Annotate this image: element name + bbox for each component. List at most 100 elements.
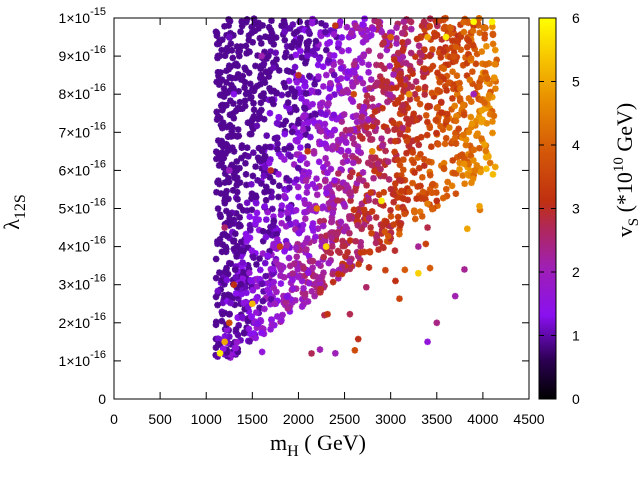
data-point <box>227 340 234 348</box>
data-point <box>413 195 420 202</box>
data-point <box>340 111 348 118</box>
data-point <box>410 110 418 118</box>
data-point <box>259 297 267 305</box>
data-point <box>337 75 345 82</box>
data-point <box>270 59 277 67</box>
data-point <box>337 146 345 154</box>
data-point <box>449 37 456 45</box>
data-point <box>280 192 288 200</box>
data-point <box>401 24 409 32</box>
data-point <box>359 135 366 142</box>
data-point <box>320 83 327 90</box>
data-point <box>219 310 226 318</box>
data-point <box>277 207 285 214</box>
data-point <box>315 158 323 166</box>
data-point <box>283 293 291 301</box>
data-point <box>359 108 366 116</box>
data-point <box>456 85 464 92</box>
data-point <box>443 116 451 124</box>
data-point <box>264 280 271 287</box>
data-point <box>311 292 318 300</box>
data-point <box>294 129 301 136</box>
data-point <box>475 113 483 121</box>
data-point <box>347 95 355 103</box>
data-point <box>347 126 354 134</box>
data-point <box>222 150 229 158</box>
data-point <box>258 52 265 60</box>
data-point <box>477 168 484 176</box>
data-point <box>282 298 290 306</box>
data-point <box>328 238 336 245</box>
data-point <box>415 42 423 50</box>
data-point <box>305 28 312 35</box>
data-point <box>258 324 266 332</box>
data-point <box>392 180 399 187</box>
data-point <box>425 158 432 165</box>
data-point <box>450 29 458 37</box>
data-point <box>483 165 490 173</box>
data-point <box>282 237 290 245</box>
data-point <box>355 175 363 183</box>
data-point <box>459 61 467 69</box>
data-point <box>416 58 424 65</box>
data-point <box>268 316 275 324</box>
data-point <box>358 29 365 36</box>
data-point <box>314 225 322 232</box>
data-point <box>457 21 464 28</box>
data-point <box>325 56 333 63</box>
data-point <box>478 107 485 114</box>
data-point <box>254 52 261 59</box>
data-point <box>368 113 376 121</box>
data-point <box>440 75 447 83</box>
data-point <box>316 279 324 287</box>
data-point <box>403 115 410 123</box>
data-point <box>324 40 331 48</box>
colorbar-tick-label: 4 <box>572 137 580 153</box>
data-point <box>229 54 237 62</box>
data-point <box>244 262 252 269</box>
data-point <box>230 245 238 253</box>
data-point <box>456 79 463 87</box>
data-point <box>226 111 234 119</box>
data-point <box>221 332 229 340</box>
data-point <box>324 310 331 318</box>
data-point <box>334 247 342 255</box>
data-point <box>417 133 425 141</box>
data-point <box>241 305 249 313</box>
data-point <box>225 22 232 29</box>
data-point <box>299 174 306 182</box>
data-point <box>354 128 361 135</box>
data-point <box>437 122 444 130</box>
y-tick-label: 2×10-16 <box>59 311 106 331</box>
data-point <box>258 180 265 187</box>
data-point <box>267 48 274 55</box>
data-point <box>384 158 392 165</box>
data-point <box>387 81 395 88</box>
data-point <box>396 226 403 233</box>
data-point <box>342 253 349 260</box>
data-point <box>234 126 242 133</box>
data-point <box>266 143 274 151</box>
data-point <box>387 185 395 193</box>
data-point <box>322 155 329 162</box>
data-point <box>327 165 335 173</box>
data-point <box>250 112 258 120</box>
data-point <box>343 181 350 189</box>
data-point <box>407 116 415 123</box>
data-point <box>226 132 234 140</box>
data-point <box>323 247 331 254</box>
data-point <box>413 135 421 143</box>
data-point <box>485 91 493 99</box>
data-point <box>329 193 336 201</box>
data-point <box>454 153 461 161</box>
data-point <box>223 276 231 284</box>
data-point <box>289 270 297 277</box>
data-point <box>298 303 306 310</box>
data-point <box>287 220 295 228</box>
data-point <box>464 163 471 171</box>
data-point <box>393 61 401 68</box>
data-point <box>372 214 380 221</box>
y-axis: 0 1×10-16 2×10-16 3×10-16 4×10-16 5×10-16 6×10… <box>59 6 529 407</box>
data-point <box>309 100 316 108</box>
data-point <box>317 127 325 135</box>
